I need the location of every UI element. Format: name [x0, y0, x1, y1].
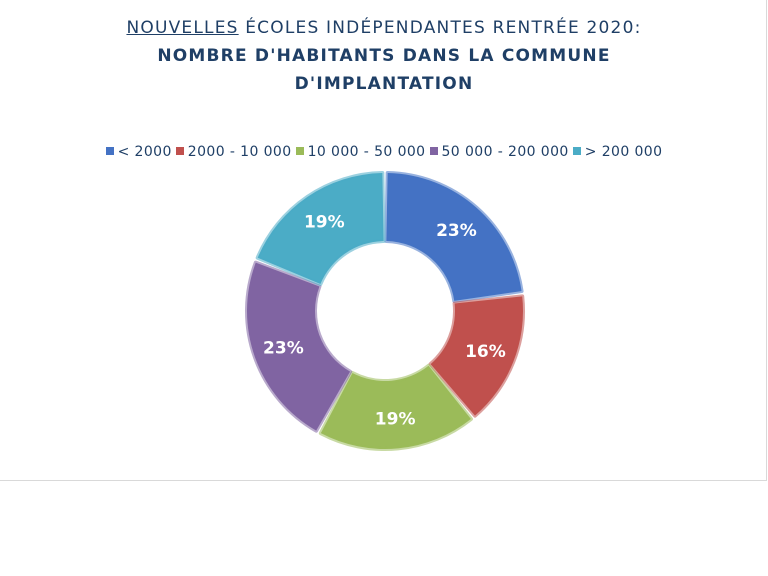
legend-label: 50 000 - 200 000: [441, 144, 569, 160]
legend-entry: > 200 000: [572, 144, 663, 160]
title-line2: NOMBRE D'HABITANTS DANS LA COMMUNE: [157, 46, 611, 66]
title-prefix: NOUVELLES: [126, 18, 239, 38]
chart-title: NOUVELLES ÉCOLES INDÉPENDANTES RENTRÉE 2…: [0, 14, 768, 98]
legend-entry: 2000 - 10 000: [175, 144, 292, 160]
legend-swatch: [175, 147, 184, 155]
legend: < 2000 2000 - 10 000 10 000 - 50 000 50 000…: [0, 144, 768, 160]
legend-swatch: [572, 147, 581, 155]
slice-label: 16%: [465, 342, 506, 362]
legend-label: > 200 000: [584, 144, 663, 160]
donut-slice: [245, 260, 353, 433]
slice-label: 19%: [304, 213, 345, 233]
slice-label: 19%: [375, 410, 416, 430]
legend-entry: < 2000: [105, 144, 172, 160]
slice-label: 23%: [263, 339, 304, 359]
title-line1: ÉCOLES INDÉPENDANTES RENTRÉE 2020:: [238, 18, 642, 38]
donut-slice: [384, 171, 524, 303]
legend-entry: 10 000 - 50 000: [295, 144, 426, 160]
legend-label: 2000 - 10 000: [187, 144, 292, 160]
donut-slice: [318, 363, 473, 451]
title-line3: D'IMPLANTATION: [294, 74, 474, 94]
legend-label: < 2000: [117, 144, 172, 160]
legend-swatch: [105, 147, 114, 155]
legend-swatch: [295, 147, 304, 155]
slice-label: 23%: [436, 221, 477, 241]
donut-slice: [255, 171, 386, 286]
legend-swatch: [429, 147, 438, 155]
legend-entry: 50 000 - 200 000: [429, 144, 569, 160]
donut-slice: [428, 294, 525, 418]
legend-label: 10 000 - 50 000: [307, 144, 426, 160]
